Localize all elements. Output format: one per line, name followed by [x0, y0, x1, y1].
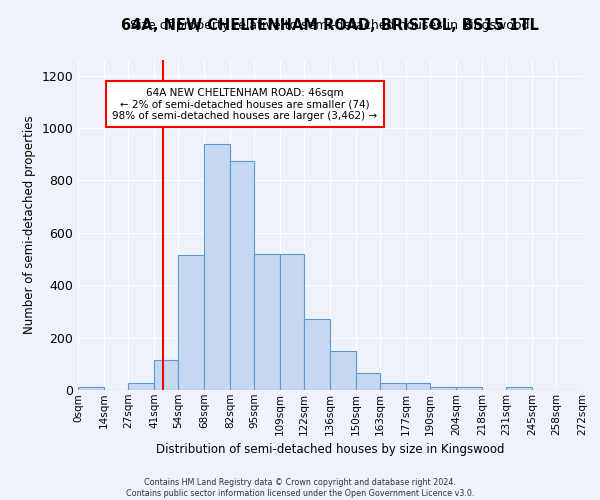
Bar	[204, 144, 230, 390]
Bar	[430, 387, 456, 390]
Bar	[178, 255, 204, 390]
X-axis label: Distribution of semi-detached houses by size in Kingswood: Distribution of semi-detached houses by …	[156, 443, 504, 456]
Bar	[128, 384, 154, 390]
Text: Contains HM Land Registry data © Crown copyright and database right 2024.
Contai: Contains HM Land Registry data © Crown c…	[126, 478, 474, 498]
Title: Size of property relative to semi-detached houses in Kingswood: Size of property relative to semi-detach…	[130, 20, 530, 32]
Text: 64A NEW CHELTENHAM ROAD: 46sqm
← 2% of semi-detached houses are smaller (74)
98%: 64A NEW CHELTENHAM ROAD: 46sqm ← 2% of s…	[112, 88, 377, 120]
Bar	[154, 360, 178, 390]
Text: 64A, NEW CHELTENHAM ROAD, BRISTOL, BS15 1TL: 64A, NEW CHELTENHAM ROAD, BRISTOL, BS15 …	[121, 18, 539, 32]
Bar	[254, 254, 280, 390]
Bar	[280, 254, 304, 390]
Bar	[304, 320, 330, 390]
Bar	[456, 388, 482, 390]
Y-axis label: Number of semi-detached properties: Number of semi-detached properties	[23, 116, 36, 334]
Bar	[356, 373, 380, 390]
Bar	[78, 388, 104, 390]
Bar	[330, 350, 356, 390]
Bar	[406, 384, 430, 390]
Bar	[380, 384, 406, 390]
Bar	[230, 161, 254, 390]
Bar	[506, 387, 532, 390]
